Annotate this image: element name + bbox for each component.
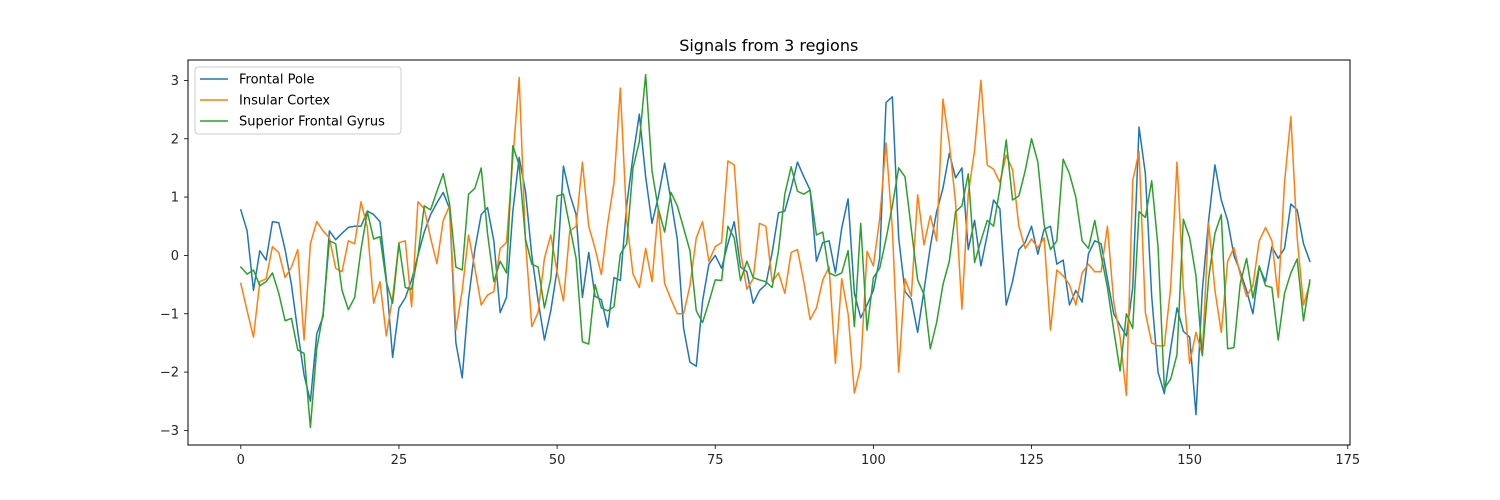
x-tick-label: 175 [1335,453,1360,468]
y-tick-label: 1 [171,191,179,206]
legend-label: Insular Cortex [239,94,330,109]
x-axis: 0 25 50 75 100 125 150 175 [237,445,1360,468]
y-axis: −3 −2 −1 0 1 2 3 [160,74,188,439]
legend-box [194,66,402,135]
y-tick-label: −2 [160,366,179,381]
y-tick-label: −3 [160,424,179,439]
x-tick-label: 25 [391,453,408,468]
y-tick-label: 0 [171,249,179,264]
y-tick-label: 2 [171,132,179,147]
legend-label: Frontal Pole [239,73,315,88]
x-tick-label: 50 [549,453,566,468]
y-tick-label: −1 [160,307,179,322]
legend-label: Superior Frontal Gyrus [239,115,385,130]
series-line-2 [239,76,1311,397]
x-tick-label: 150 [1177,453,1202,468]
series-layer [239,73,1311,429]
x-tick-label: 100 [861,453,886,468]
x-tick-label: 75 [707,453,724,468]
series-line-3 [239,73,1311,429]
legend: Frontal Pole Insular Cortex Superior Front… [194,66,402,135]
chart-title: Signals from 3 regions [679,36,858,55]
x-tick-label: 0 [237,453,245,468]
x-tick-label: 125 [1019,453,1044,468]
plot-frame [187,59,1351,446]
y-tick-label: 3 [171,74,179,89]
